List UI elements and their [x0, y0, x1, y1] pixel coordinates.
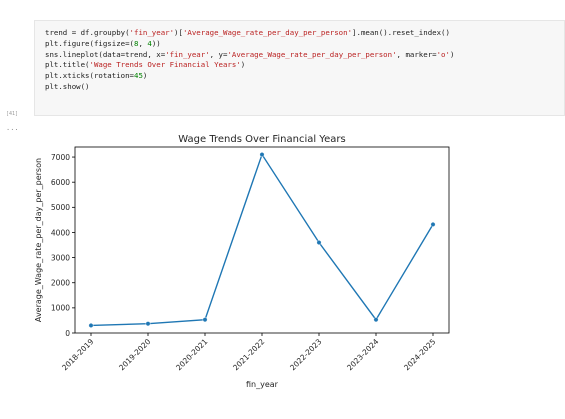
- y-tick-label: 1000: [51, 304, 70, 313]
- code-token: trend = df.groupby(: [45, 28, 130, 37]
- data-point: [430, 222, 436, 227]
- code-token: 'Average_Wage_rate_per_day_per_person': [227, 49, 397, 59]
- x-tick-label: 2023-2024: [345, 337, 380, 372]
- data-point: [88, 323, 94, 328]
- code-editor[interactable]: trend = df.groupby('fin_year')['Average_…: [45, 28, 454, 93]
- y-tick-label: 5000: [51, 203, 70, 212]
- code-token: 4: [147, 38, 152, 48]
- y-axis-label: Average_Wage_rate_per_day_per_person: [34, 158, 43, 322]
- code-token: 'fin_year': [129, 28, 175, 37]
- code-line: trend = df.groupby('fin_year')['Average_…: [45, 28, 454, 39]
- data-point: [316, 240, 322, 245]
- y-tick-label: 6000: [51, 178, 70, 187]
- code-token: )[: [174, 28, 183, 37]
- y-tick-label: 3000: [51, 253, 70, 262]
- code-cell[interactable]: trend = df.groupby('fin_year')['Average_…: [34, 20, 565, 116]
- code-token: ): [240, 60, 246, 70]
- code-line: plt.show(): [45, 82, 454, 93]
- code-token: , marker=: [396, 49, 437, 59]
- x-tick-label: 2022-2023: [288, 337, 323, 372]
- code-token: ,: [138, 38, 148, 48]
- x-tick-label: 2021-2022: [231, 337, 266, 372]
- code-token: 'Average_Wage_rate_per_day_per_person': [182, 28, 353, 37]
- code-token: plt.title(: [45, 60, 90, 70]
- code-line: plt.xticks(rotation=45): [45, 71, 454, 82]
- code-line: plt.figure(figsize=(8, 4)): [45, 39, 454, 50]
- code-token: 'o': [436, 49, 450, 59]
- output-collapse-toggle[interactable]: ...: [6, 124, 19, 132]
- execution-count: [41]: [6, 111, 19, 117]
- y-tick-label: 2000: [51, 279, 70, 288]
- x-tick-label: 2024-2025: [402, 337, 437, 372]
- code-token: 'Wage Trends Over Financial Years': [89, 60, 241, 70]
- code-token: ): [449, 49, 455, 59]
- chart-axes: [74, 146, 450, 334]
- x-tick-label: 2019-2020: [117, 337, 152, 372]
- data-point: [202, 317, 208, 323]
- data-point: [145, 321, 151, 327]
- code-token: )): [151, 38, 161, 48]
- data-point: [373, 317, 379, 323]
- x-axis-label: fin_year: [246, 380, 279, 389]
- x-tick-label: 2020-2021: [174, 337, 209, 372]
- code-token: plt.xticks(rotation=: [45, 71, 134, 81]
- chart-title: Wage Trends Over Financial Years: [178, 134, 345, 145]
- code-token: ): [142, 71, 148, 81]
- y-tick-label: 0: [65, 329, 70, 338]
- code-line: plt.title('Wage Trends Over Financial Ye…: [45, 60, 454, 71]
- code-token: 45: [134, 71, 143, 81]
- chart-ticks: 0 1000 2000 3000 4000 5000 6000 7000 2018-2019 20…: [51, 153, 438, 372]
- plot-frame: [74, 146, 450, 334]
- code-token: 8: [134, 38, 139, 48]
- y-tick-label: 4000: [51, 228, 70, 237]
- chart-series: [88, 152, 436, 328]
- code-line: sns.lineplot(data=trend, x='fin_year', y…: [45, 50, 454, 61]
- code-token: plt.show(): [45, 81, 90, 91]
- data-point: [259, 152, 265, 157]
- code-token: 'fin_year': [165, 49, 210, 59]
- code-token: plt.figure(figsize=(: [45, 38, 134, 48]
- y-tick-label: 7000: [51, 153, 70, 162]
- code-token: sns.lineplot(data=trend, x=: [45, 49, 166, 59]
- code-token: ].mean().reset_index(): [352, 28, 450, 37]
- code-token: , y=: [209, 49, 228, 59]
- x-tick-label: 2018-2019: [60, 337, 95, 372]
- series-line: [90, 152, 434, 327]
